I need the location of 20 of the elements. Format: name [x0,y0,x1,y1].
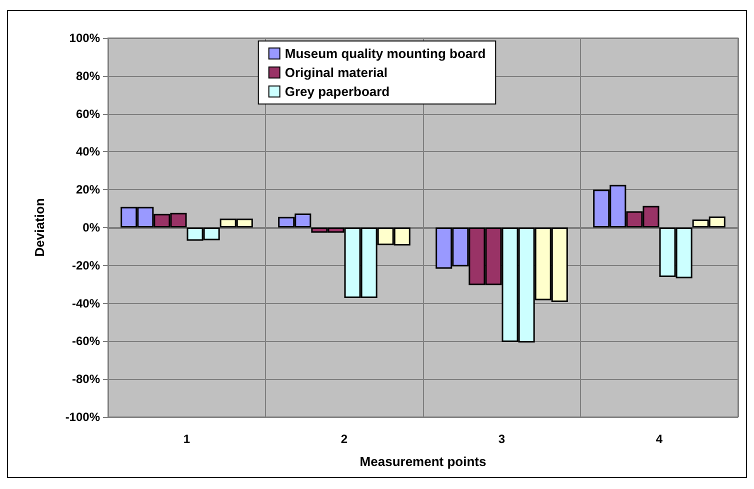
y-axis-title: Deviation [32,198,47,257]
x-tick-label: 1 [183,432,190,446]
x-tick-label: 3 [498,432,506,446]
y-tick-label: 100% [69,31,100,45]
x-tick-label: 4 [656,432,663,446]
y-tick-label: -40% [72,296,100,310]
y-tick-label: -100% [65,410,100,424]
legend-label: Original material [284,65,388,80]
y-tick-label: 80% [76,68,100,83]
legend-label: Grey paperboard [284,84,390,99]
x-axis-title: Measurement points [360,454,486,469]
legend-label: Museum quality mounting board [284,46,486,61]
y-tick-label: 0% [82,220,100,234]
y-tick-label: -20% [72,258,100,272]
x-tick-label: 2 [340,432,348,446]
y-tick-label: 40% [76,144,100,159]
y-tick-label: -80% [72,372,100,386]
y-tick-label: 20% [76,182,100,197]
y-tick-label: -60% [72,334,100,348]
y-tick-label: 60% [76,106,100,121]
